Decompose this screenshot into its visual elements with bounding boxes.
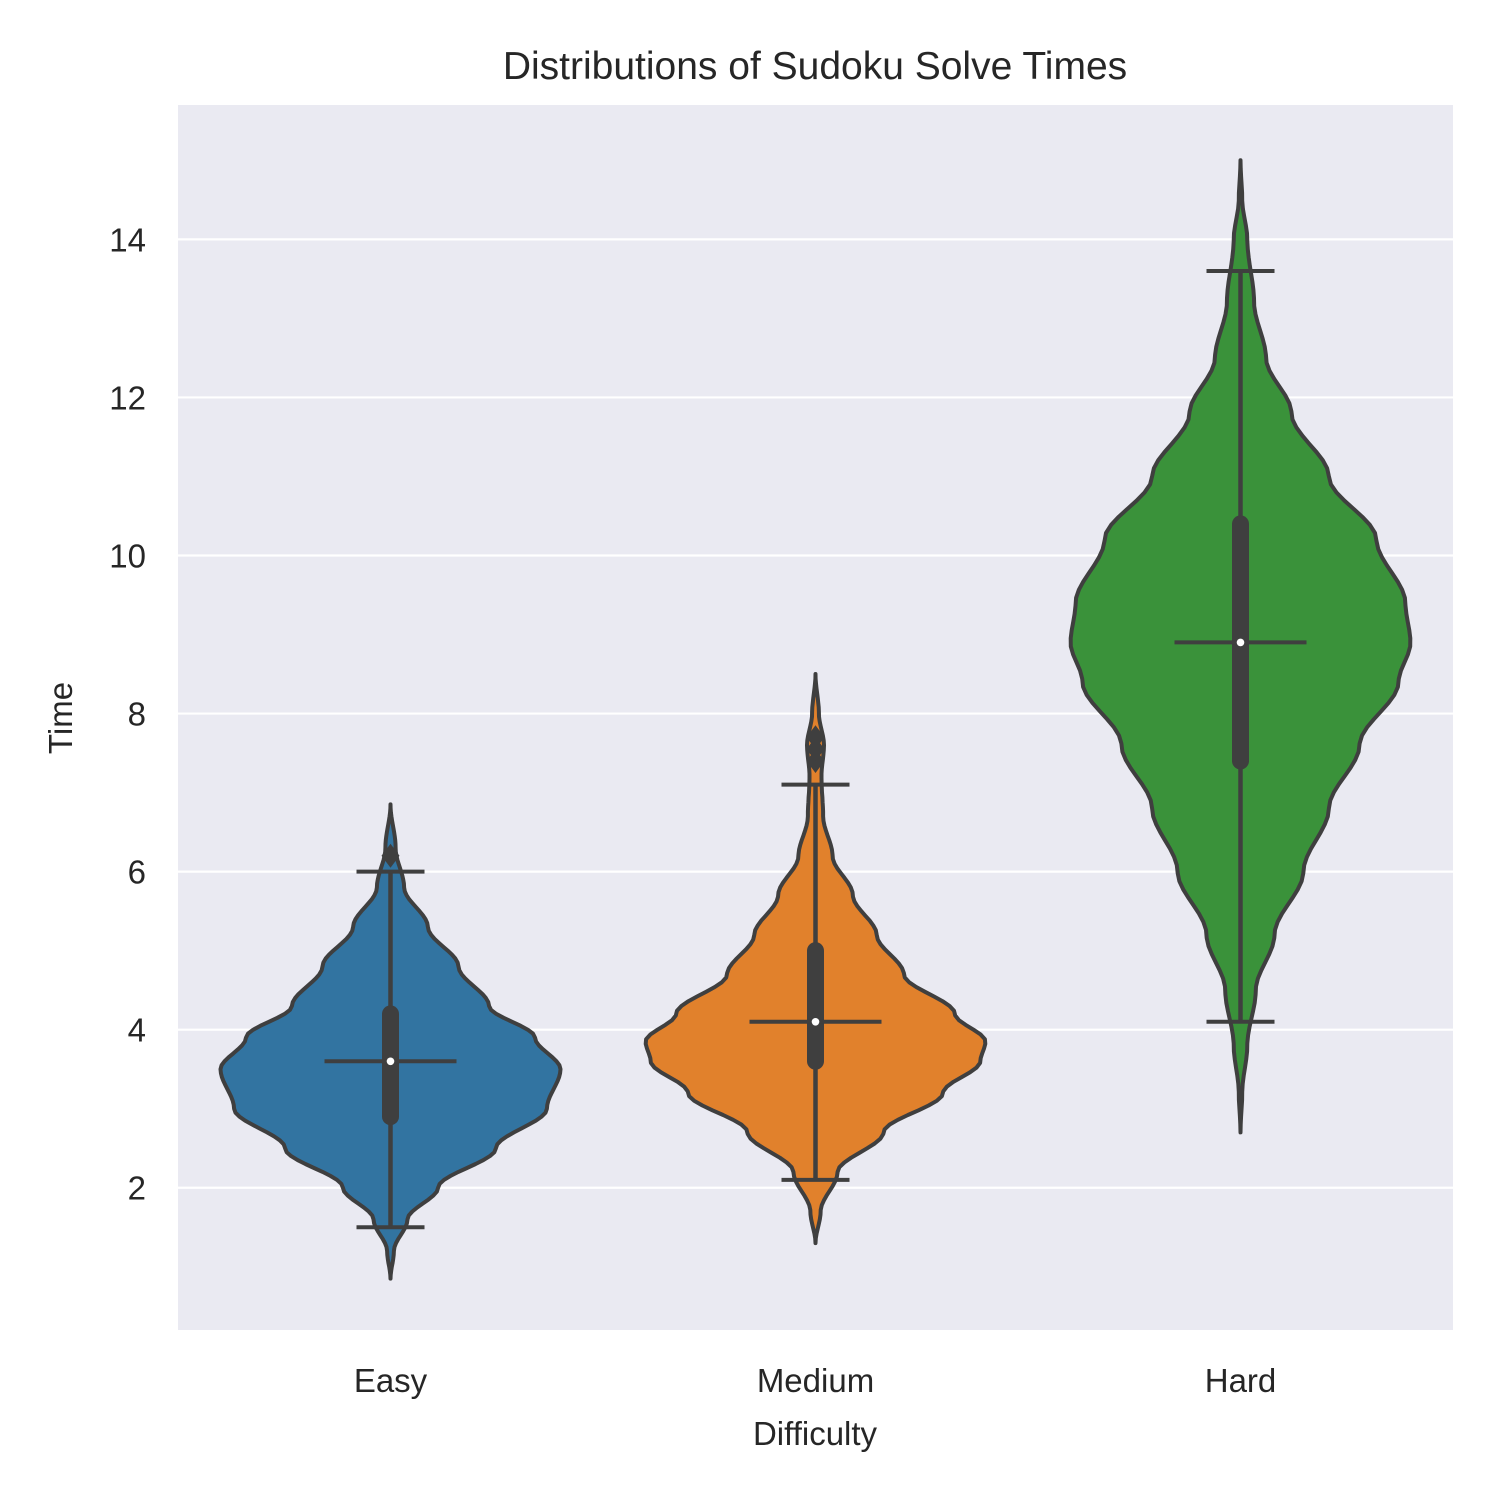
y-tick-label: 8 xyxy=(128,696,146,733)
y-tick-label: 10 xyxy=(109,537,146,574)
x-tick-label: Medium xyxy=(757,1362,874,1399)
y-tick-label: 12 xyxy=(109,379,146,416)
median-dot xyxy=(811,1017,820,1026)
x-tick-labels: Easy Medium Hard xyxy=(354,1362,1276,1399)
violins xyxy=(218,158,1413,1281)
outlier-point xyxy=(381,843,400,868)
chart-title: Distributions of Sudoku Solve Times xyxy=(503,45,1127,88)
median-dot xyxy=(386,1057,395,1066)
outlier-point xyxy=(806,725,825,750)
y-axis-title: Time xyxy=(42,682,79,754)
y-tick-labels: 2 4 6 8 10 12 14 xyxy=(109,221,146,1206)
y-tick-label: 4 xyxy=(128,1012,146,1049)
y-tick-label: 6 xyxy=(128,854,146,891)
x-tick-label: Easy xyxy=(354,1362,428,1399)
median-dot xyxy=(1236,638,1245,647)
x-tick-label: Hard xyxy=(1205,1362,1277,1399)
y-tick-label: 14 xyxy=(109,221,146,258)
x-axis-title: Difficulty xyxy=(753,1415,878,1452)
y-tick-label: 2 xyxy=(128,1170,146,1207)
